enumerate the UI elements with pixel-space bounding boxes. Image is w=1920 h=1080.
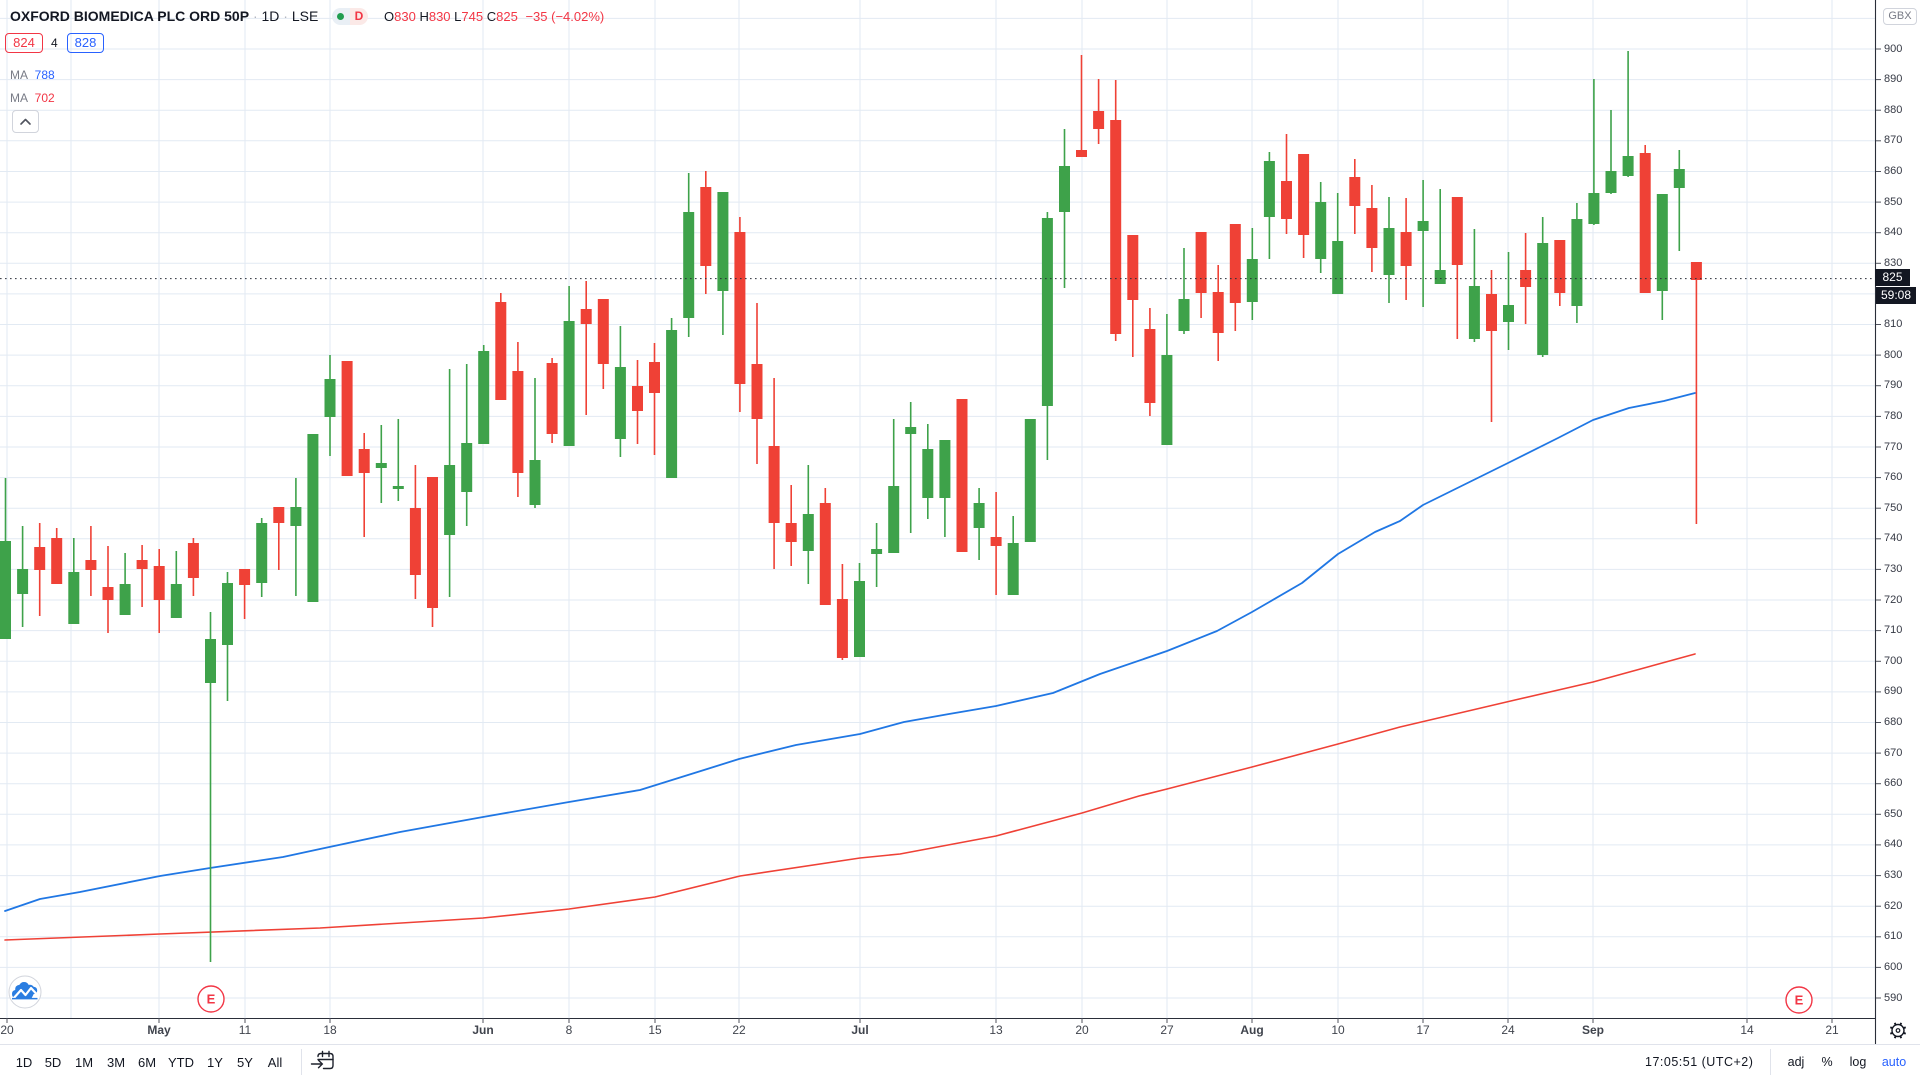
svg-text:E: E [207, 992, 216, 1007]
svg-text:E: E [1795, 993, 1804, 1008]
